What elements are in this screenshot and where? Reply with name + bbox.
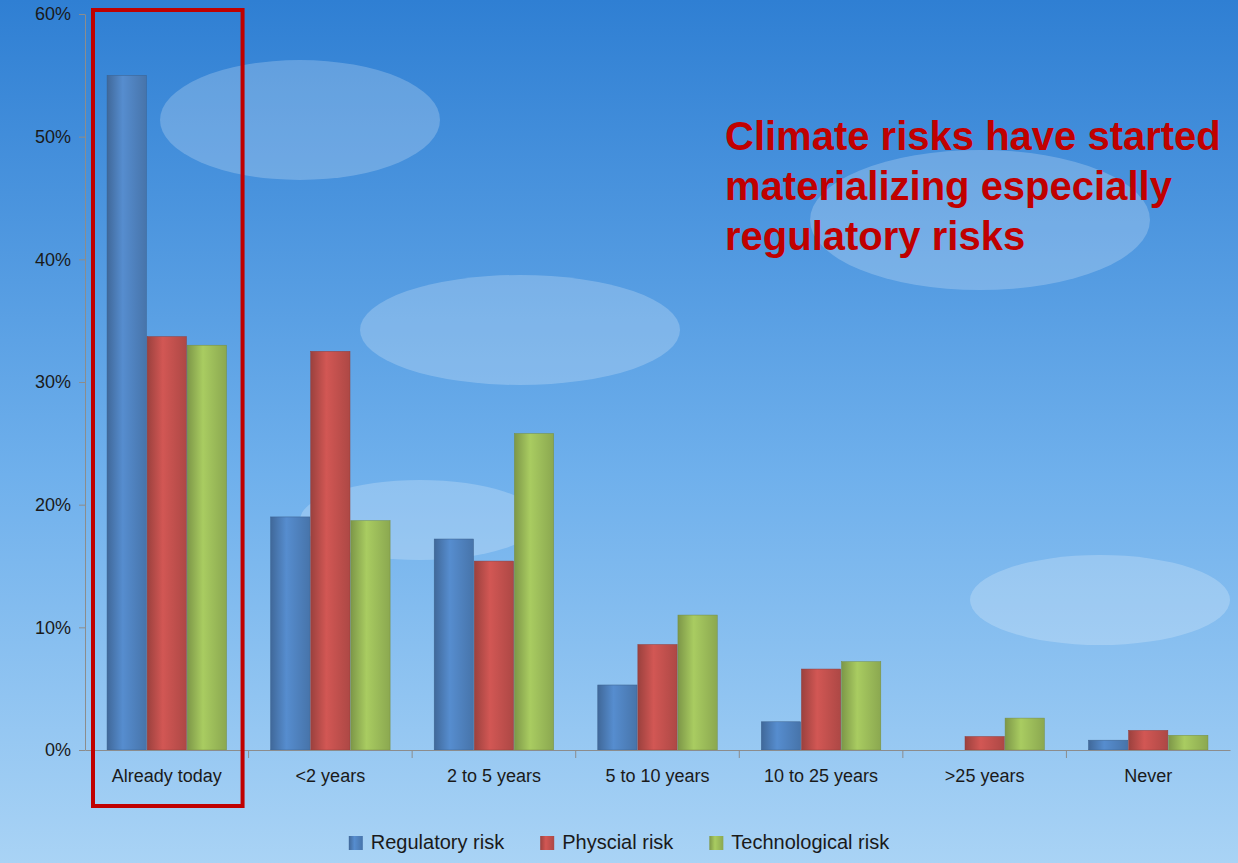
legend-label: Regulatory risk: [371, 831, 505, 853]
highlight-box: [93, 10, 243, 806]
background: [0, 0, 1238, 863]
bar: [1129, 730, 1168, 750]
y-tick-label: 30%: [35, 372, 71, 392]
bar: [638, 645, 677, 750]
y-tick-label: 40%: [35, 250, 71, 270]
annotation-line: materializing especially: [725, 164, 1173, 208]
x-tick: <2 years: [296, 750, 366, 786]
y-tick-mark: [79, 14, 85, 15]
y-tick-label: 10%: [35, 618, 71, 638]
bar: [842, 662, 881, 750]
bar: [1088, 740, 1127, 750]
legend-swatch: [349, 836, 363, 850]
legend-swatch: [540, 836, 554, 850]
legend: Regulatory risk Physcial risk Technologica…: [349, 831, 890, 853]
bar: [965, 737, 1004, 750]
y-axis: 0% 10% 20% 30% 40% 50% 60%: [35, 4, 86, 760]
cloud: [160, 60, 440, 180]
bar: [514, 434, 553, 750]
category-separator: [739, 750, 740, 758]
x-tick-label: 2 to 5 years: [447, 766, 541, 786]
bar: [598, 685, 637, 750]
cloud: [360, 275, 680, 385]
bar: [147, 337, 186, 750]
category-separator: [902, 750, 903, 758]
bar: [271, 517, 310, 750]
y-tick-mark: [79, 750, 85, 751]
y-tick-label: 60%: [35, 4, 71, 24]
y-tick: 10%: [35, 618, 85, 638]
legend-label: Physcial risk: [562, 831, 674, 853]
bar: [801, 669, 840, 750]
y-tick-label: 0%: [45, 740, 71, 760]
y-tick-mark: [79, 505, 85, 506]
legend-item: Physcial risk: [540, 831, 674, 853]
category-separator: [248, 750, 249, 758]
x-tick: 2 to 5 years: [447, 750, 541, 786]
legend-item: Regulatory risk: [349, 831, 505, 853]
x-tick-label: Never: [1124, 766, 1172, 786]
legend-label: Technological risk: [731, 831, 890, 853]
x-tick: Already today: [112, 750, 222, 786]
category-separator: [575, 750, 576, 758]
y-tick-label: 20%: [35, 495, 71, 515]
bar: [474, 561, 513, 750]
plot: 0% 10% 20% 30% 40% 50% 60% Already today <2 year…: [35, 4, 1231, 806]
bar: [434, 539, 473, 750]
bar: [1005, 718, 1044, 750]
bars: [107, 75, 1208, 750]
chart: 0% 10% 20% 30% 40% 50% 60% Already today <2 year…: [0, 0, 1238, 863]
bar: [678, 615, 717, 750]
x-tick: 10 to 25 years: [764, 750, 878, 786]
y-tick-mark: [79, 137, 85, 138]
bar: [351, 521, 390, 750]
y-tick: 40%: [35, 250, 85, 270]
cloud: [970, 555, 1230, 645]
annotation-line: Climate risks have started: [725, 114, 1221, 158]
bar: [1169, 735, 1208, 750]
x-axis-line: [86, 750, 1231, 751]
bar: [761, 722, 800, 750]
category-separator: [412, 750, 413, 758]
x-tick-label: 5 to 10 years: [605, 766, 709, 786]
category-separator: [1066, 750, 1067, 758]
annotation: Climate risks have started materializing …: [725, 114, 1221, 258]
y-tick-mark: [79, 382, 85, 383]
x-tick-label: Already today: [112, 766, 222, 786]
bar: [107, 75, 146, 750]
annotation-line: regulatory risks: [725, 214, 1025, 258]
y-tick-mark: [79, 627, 85, 628]
x-tick-label: 10 to 25 years: [764, 766, 878, 786]
legend-swatch: [709, 836, 723, 850]
bar: [925, 750, 964, 751]
y-tick: 0%: [45, 740, 85, 760]
x-tick-label: <2 years: [296, 766, 366, 786]
y-tick-mark: [79, 259, 85, 260]
x-tick: >25 years: [945, 750, 1025, 786]
legend-item: Technological risk: [709, 831, 890, 853]
bar: [187, 345, 226, 750]
x-axis: Already today <2 years 2 to 5 years 5 to 10…: [86, 750, 1231, 786]
y-tick-label: 50%: [35, 127, 71, 147]
bar: [311, 351, 350, 750]
y-tick: 30%: [35, 372, 85, 392]
y-axis-line: [85, 15, 86, 751]
y-tick: 20%: [35, 495, 85, 515]
x-tick: 5 to 10 years: [605, 750, 709, 786]
y-tick: 50%: [35, 127, 85, 147]
y-tick: 60%: [35, 4, 85, 24]
x-tick: Never: [1124, 750, 1172, 786]
x-tick-label: >25 years: [945, 766, 1025, 786]
